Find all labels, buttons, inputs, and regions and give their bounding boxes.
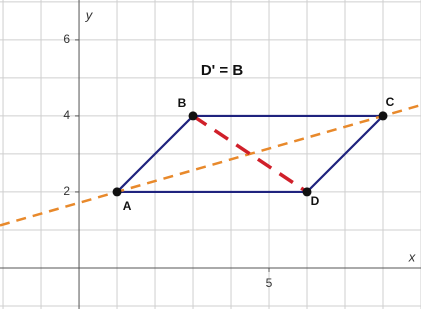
point-label: D [311,194,320,208]
point-label: B [178,96,187,110]
x-axis-label: x [408,249,416,264]
point [112,187,122,197]
x-tick-label: 5 [266,276,273,290]
point-label: A [123,199,132,213]
y-axis-label: y [85,7,94,22]
y-tick-label: 6 [63,32,70,46]
point [302,187,312,197]
annotation: D' = B [201,62,243,79]
point-label: C [386,95,395,109]
dashed-line [192,114,308,194]
dashed-line [0,103,421,227]
y-tick-label: 4 [63,108,70,122]
y-tick-label: 2 [63,184,70,198]
point [188,111,198,121]
point [378,111,388,121]
